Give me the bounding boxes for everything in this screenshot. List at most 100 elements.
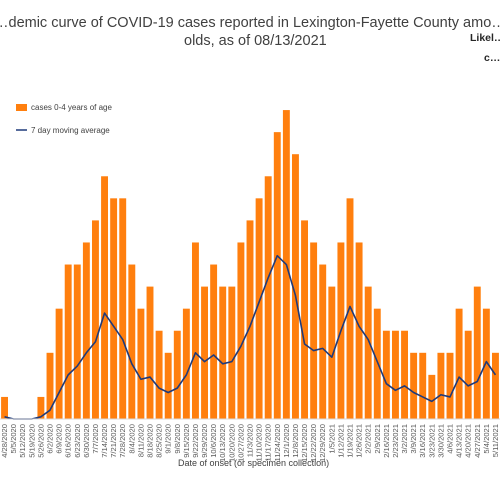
case-bar <box>1 396 8 419</box>
x-tick-label: 4/27/2021 <box>473 424 482 458</box>
x-tick-label: 11/24/2020 <box>273 424 282 461</box>
x-tick-label: 5/12/2020 <box>18 424 27 458</box>
x-tick-label: 12/29/2020 <box>318 424 327 462</box>
x-tick-label: 8/25/2020 <box>155 424 164 458</box>
case-bar <box>237 242 245 419</box>
case-bar <box>219 286 227 419</box>
x-tick-label: 4/13/2021 <box>455 424 464 458</box>
x-tick-label: 7/28/2020 <box>118 424 127 458</box>
x-tick-label: 10/13/2020 <box>218 424 227 462</box>
x-tick-label: 9/8/2020 <box>173 424 182 454</box>
moving-average-line <box>4 254 497 420</box>
x-tick-label: 3/30/2021 <box>436 424 445 458</box>
case-bar <box>446 352 454 419</box>
side-note-line1: Likel… <box>470 32 500 44</box>
legend-label-average: 7 day moving average <box>31 126 110 135</box>
case-bar <box>310 242 318 419</box>
case-bar <box>201 286 208 419</box>
x-tick-label: 8/18/2020 <box>146 424 155 458</box>
x-tick-label: 6/2/2020 <box>46 424 55 454</box>
side-note-line2: c… <box>484 52 500 64</box>
x-tick-label: 1/26/2021 <box>355 424 364 458</box>
x-tick-label: 10/27/2020 <box>236 424 245 462</box>
x-tick-label: 6/23/2020 <box>73 424 82 458</box>
x-tick-label: 12/8/2020 <box>291 424 300 458</box>
x-tick-label: 3/9/2021 <box>409 424 418 454</box>
x-tick-label: 2/9/2021 <box>373 424 382 454</box>
x-tick-label: 5/11/2021 <box>491 424 500 457</box>
x-tick-label: 10/6/2020 <box>209 424 218 458</box>
case-bar <box>146 286 154 419</box>
x-tick-label: 5/26/2020 <box>36 424 45 458</box>
x-tick-label: 3/16/2021 <box>418 424 427 458</box>
case-bar <box>210 264 218 419</box>
x-tick-label: 2/23/2021 <box>391 424 400 458</box>
x-tick-label: 1/19/2021 <box>346 424 355 458</box>
case-bar <box>37 396 45 419</box>
case-bar <box>419 352 427 419</box>
case-bar <box>364 286 372 419</box>
x-tick-label: 9/1/2020 <box>164 424 173 454</box>
case-bar <box>182 308 190 419</box>
x-tick-label: 4/28/2020 <box>0 424 9 458</box>
case-bar <box>382 330 390 419</box>
case-bar <box>110 198 118 419</box>
case-bar <box>128 264 136 419</box>
case-bar <box>155 330 163 419</box>
x-tick-label: 2/2/2021 <box>364 424 373 454</box>
case-bar <box>464 330 472 419</box>
x-tick-label: 12/15/2020 <box>300 424 309 462</box>
x-tick-label: 1/5/2021 <box>327 424 336 454</box>
x-tick-label: 3/23/2021 <box>427 424 436 458</box>
x-tick-label: 6/30/2020 <box>82 424 91 458</box>
case-bar <box>428 374 436 419</box>
legend: cases 0-4 years of age 7 day moving aver… <box>16 103 112 135</box>
chart-title-line1: …demic curve of COVID-19 cases reported … <box>0 15 500 31</box>
case-bar <box>73 264 81 419</box>
case-bar <box>192 242 199 419</box>
case-bar <box>401 330 408 419</box>
case-bar <box>373 308 381 419</box>
case-bar <box>228 286 236 419</box>
x-tick-labels: 4/28/2020 5/5/2020 5/12/2020 5/19/2020 5/26/… <box>0 424 500 462</box>
x-tick-label: 5/19/2020 <box>27 424 36 458</box>
case-bar <box>482 308 490 419</box>
x-tick-label: 3/2/2021 <box>400 424 409 454</box>
x-tick-label: 10/20/2020 <box>227 424 236 462</box>
chart-title-line2: olds, as of 08/13/2021 <box>184 33 327 49</box>
case-bar <box>355 242 363 419</box>
case-bar <box>92 220 99 419</box>
case-bar <box>319 264 327 419</box>
case-bar <box>101 176 108 419</box>
x-tick-label: 11/10/2020 <box>255 424 264 461</box>
case-bar <box>392 330 399 419</box>
x-tick-label: 6/9/2020 <box>55 424 64 454</box>
x-tick-label: 7/7/2020 <box>91 424 100 454</box>
case-bar <box>46 352 54 419</box>
x-tick-label: 9/22/2020 <box>191 424 200 458</box>
x-tick-label: 8/11/2020 <box>136 424 145 457</box>
case-bar <box>119 198 127 419</box>
case-bar <box>246 220 254 419</box>
x-tick-label: 6/16/2020 <box>64 424 73 458</box>
x-tick-label: 11/3/2020 <box>246 424 255 457</box>
case-bar <box>492 352 499 419</box>
case-bar <box>437 352 445 419</box>
case-bar <box>455 308 463 419</box>
x-tick-label: 5/4/2021 <box>482 424 491 454</box>
x-tick-label: 12/1/2020 <box>282 424 291 458</box>
x-tick-label: 9/29/2020 <box>200 424 209 458</box>
x-tick-label: 9/15/2020 <box>182 424 191 458</box>
case-bar <box>255 198 263 419</box>
x-tick-label: 7/14/2020 <box>100 424 109 458</box>
case-bar <box>473 286 481 419</box>
case-bar <box>328 286 336 419</box>
x-tick-label: 1/12/2021 <box>336 424 345 458</box>
case-bar <box>173 330 181 419</box>
x-tick-label: 7/21/2020 <box>109 424 118 458</box>
x-tick-label: 4/6/2021 <box>446 424 455 454</box>
case-bar <box>301 220 308 419</box>
x-axis-title: Date of onset (or specimen collection) <box>178 458 329 468</box>
